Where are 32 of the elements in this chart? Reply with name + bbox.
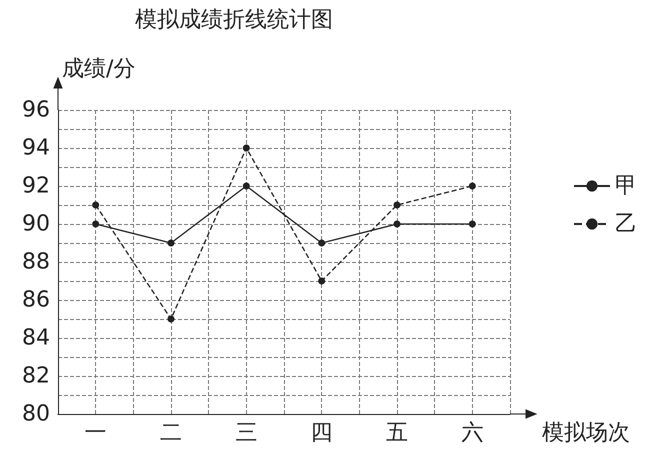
legend-label: 甲: [615, 174, 637, 198]
point: [468, 182, 476, 190]
x-tick-label: 六: [461, 420, 484, 446]
y-tick-label: 90: [22, 212, 50, 236]
y-tick-label: 96: [22, 98, 50, 122]
y-tick-label: 88: [22, 250, 50, 274]
point: [318, 278, 326, 284]
y-tick-label: 80: [22, 402, 50, 426]
point: [168, 316, 174, 322]
x-tick-label: 五: [386, 420, 408, 446]
chart-title: 模拟成绩折线统计图: [135, 8, 333, 32]
point: [242, 144, 250, 152]
point: [168, 240, 174, 246]
x-tick-label: 三: [235, 420, 258, 446]
x-axis-title: 模拟场次: [542, 420, 630, 446]
y-tick-label: 82: [22, 364, 50, 388]
legend-label: 乙: [615, 212, 637, 236]
y-tick-label: 92: [22, 174, 50, 198]
y-tick-label: 84: [22, 326, 50, 350]
point: [242, 182, 250, 190]
x-tick-label: 二: [160, 420, 182, 446]
x-tick-label: 一: [84, 420, 107, 446]
point: [468, 220, 476, 228]
y-tick-label: 94: [22, 136, 50, 160]
point: [92, 202, 100, 208]
x-tick-label: 四: [310, 420, 333, 446]
y-tick-label: 86: [22, 288, 50, 312]
point: [394, 220, 400, 228]
point: [92, 220, 100, 228]
point: [318, 240, 326, 246]
y-axis-title: 成绩/分: [62, 56, 136, 82]
point: [394, 202, 400, 208]
